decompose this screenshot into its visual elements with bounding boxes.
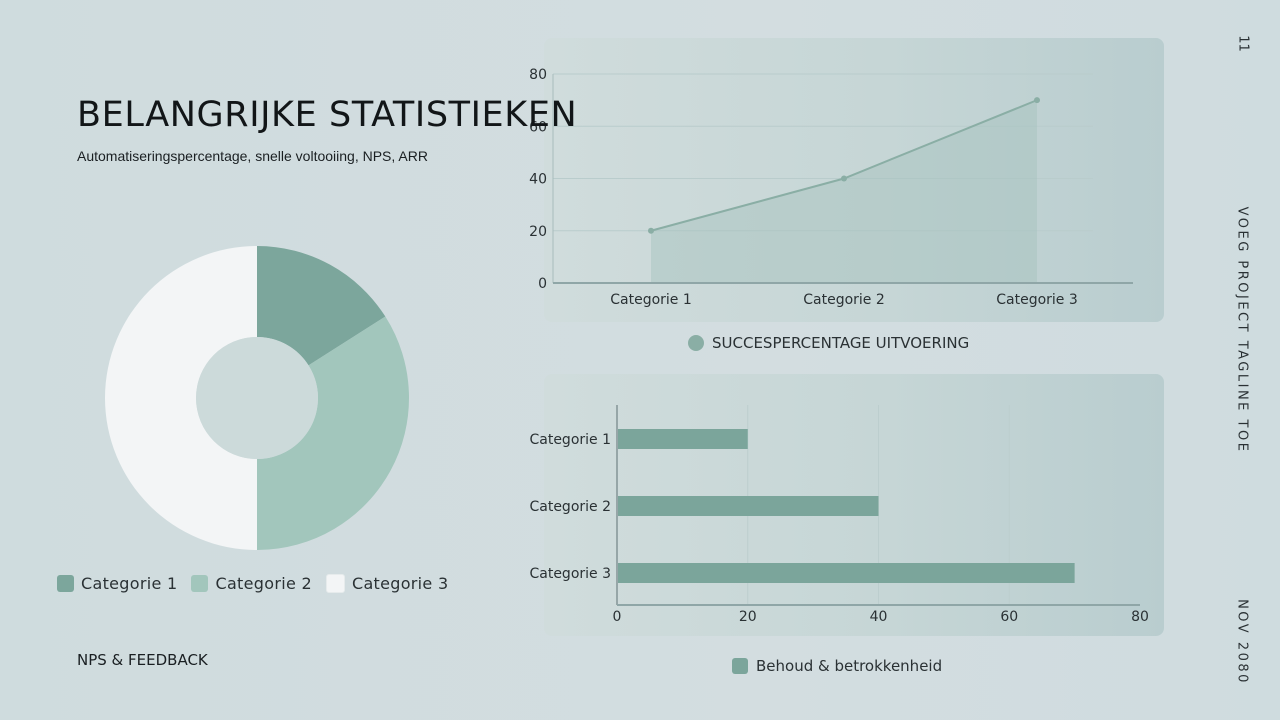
bar-chart-y-tick: Categorie 3 (529, 566, 611, 582)
line-chart-area (651, 100, 1037, 283)
bar-chart-x-tick: 60 (1000, 609, 1018, 625)
page-subtitle: Automatiseringspercentage, snelle voltoo… (77, 148, 428, 164)
line-chart-y-tick: 80 (529, 67, 547, 83)
pie-legend-swatch (325, 574, 345, 593)
pie-legend-label: Categorie 2 (215, 574, 312, 593)
bar-chart-x-tick: 0 (613, 609, 622, 625)
line-chart-x-tick: Categorie 2 (803, 292, 885, 308)
pie-legend-item: Categorie 1 (57, 574, 177, 593)
pie-legend-item: Categorie 2 (191, 574, 312, 593)
line-chart-legend: SUCCESPERCENTAGE UITVOERING (688, 334, 969, 352)
line-chart-panel (544, 38, 1164, 322)
line-chart-x-tick: Categorie 3 (996, 292, 1078, 308)
line-chart-y-tick: 40 (529, 172, 547, 188)
line-chart-point (841, 175, 847, 182)
bar-chart-x-tick: 80 (1131, 609, 1149, 625)
pie-legend-swatch (191, 575, 209, 592)
line-chart-point (1034, 97, 1040, 104)
donut-slice (105, 246, 257, 550)
bar-chart-bar (618, 496, 879, 516)
line-chart-y-tick: 0 (538, 276, 547, 292)
bar-chart-x-tick: 20 (739, 609, 757, 625)
line-chart-y-tick: 20 (529, 224, 547, 240)
line-legend-label: SUCCESPERCENTAGE UITVOERING (712, 334, 970, 352)
pie-legend-item: Categorie 3 (325, 574, 449, 593)
pie-legend-swatch (57, 575, 74, 592)
bar-chart-y-tick: Categorie 1 (529, 432, 611, 448)
bar-chart-bar (618, 563, 1075, 583)
bar-chart-y-tick: Categorie 2 (529, 499, 611, 515)
pie-legend-label: Categorie 3 (351, 574, 449, 593)
line-legend-swatch (688, 335, 704, 351)
bar-chart-bar (618, 429, 748, 449)
donut-slice (257, 246, 386, 366)
bar-chart-x-tick: 40 (870, 609, 888, 625)
page-title: BELANGRIJKE STATISTIEKEN (77, 95, 578, 135)
section-footer: NPS & FEEDBACK (77, 651, 208, 669)
line-chart-y-tick: 60 (529, 119, 547, 135)
donut-slice (257, 316, 410, 550)
line-chart-point (648, 227, 654, 234)
pie-chart-legend: Categorie 1 Categorie 2 Categorie 3 (57, 574, 448, 593)
line-chart-x-tick: Categorie 1 (610, 292, 692, 308)
bar-chart-legend: Behoud & betrokkenheid (732, 657, 942, 675)
bar-legend-label: Behoud & betrokkenheid (756, 657, 943, 675)
donut-hole (196, 337, 318, 459)
pie-legend-label: Categorie 1 (81, 574, 178, 593)
bar-legend-swatch (732, 658, 748, 674)
